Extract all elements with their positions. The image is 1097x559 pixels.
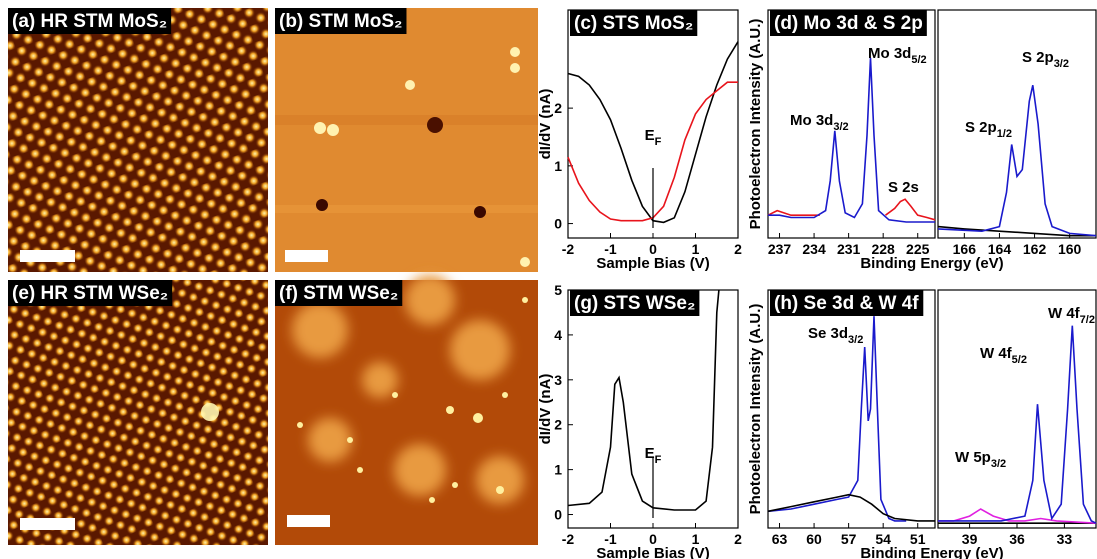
label-subscript: 7/2 — [1080, 314, 1095, 326]
x-tick-label: -2 — [562, 531, 575, 547]
panel-title: (h) Se 3d & W 4f — [774, 293, 919, 314]
label-subscript: 3/2 — [1054, 58, 1069, 70]
label-subscript: F — [655, 136, 662, 148]
x-tick-label: 160 — [1058, 241, 1082, 257]
y-axis-label: Photoelectron Intensity (A.U.) — [747, 304, 764, 515]
panel-title: (a) HR STM MoS₂ — [12, 11, 167, 32]
x-axis-label: Sample Bias (V) — [596, 545, 709, 559]
label-subscript: 5/2 — [1012, 354, 1027, 366]
panel-title: (e) HR STM WSe₂ — [12, 283, 168, 304]
x-tick-label: 57 — [841, 531, 857, 547]
panel-label: (h) Se 3d & W 4f — [770, 290, 923, 316]
stm-image-b — [275, 8, 538, 272]
x-tick-label: 2 — [734, 531, 742, 547]
panel-title: (b) STM MoS₂ — [279, 11, 402, 32]
panel-title: (f) STM WSe₂ — [279, 283, 398, 304]
stm-image-a — [8, 8, 268, 272]
label-text: W 4f — [1048, 305, 1081, 322]
x-tick-label: 63 — [772, 531, 788, 547]
panel-title: (c) STS MoS₂ — [574, 13, 693, 34]
label-subscript: 3/2 — [833, 121, 848, 133]
label-text: W 5p — [955, 449, 991, 466]
y-tick-label: 1 — [554, 158, 562, 174]
x-axis-label: Binding Energy (eV) — [860, 255, 1003, 272]
x-tick-label: 231 — [837, 241, 861, 257]
x-tick-label: 2 — [734, 241, 742, 257]
label-text: Mo 3d — [868, 45, 911, 62]
x-tick-label: 60 — [806, 531, 822, 547]
label-subscript: 3/2 — [991, 458, 1006, 470]
label-subscript: 5/2 — [911, 54, 926, 66]
x-tick-label: 36 — [1009, 531, 1025, 547]
panel-label: (d) Mo 3d & S 2p — [770, 10, 927, 36]
y-tick-label: 2 — [554, 417, 562, 433]
x-axis-label: Sample Bias (V) — [596, 255, 709, 272]
x-tick-label: 234 — [802, 241, 826, 257]
x-tick-label: -2 — [562, 241, 575, 257]
x-tick-label: 162 — [1023, 241, 1047, 257]
label-subscript: 3/2 — [848, 334, 863, 346]
label-subscript: 1/2 — [997, 128, 1012, 140]
x-axis-label: Binding Energy (eV) — [860, 545, 1003, 559]
y-axis-label: Photoelectron Intensity (A.U.) — [747, 19, 764, 230]
label-text: W 4f — [980, 345, 1013, 362]
label-subscript: F — [655, 454, 662, 466]
stm-image-f — [275, 275, 538, 545]
x-tick-label: 33 — [1057, 531, 1073, 547]
label-text: E — [645, 445, 655, 462]
y-tick-label: 3 — [554, 372, 562, 388]
panel-label: (f) STM WSe₂ — [275, 280, 402, 306]
panel-title: (g) STS WSe₂ — [574, 293, 695, 314]
label-text: S 2s — [888, 179, 919, 196]
label-text: E — [645, 127, 655, 144]
label-text: S 2p — [965, 119, 997, 136]
peak-label: S 2s — [888, 179, 919, 196]
panel-label: (e) HR STM WSe₂ — [8, 280, 172, 306]
y-tick-label: 0 — [554, 216, 562, 232]
label-text: Mo 3d — [790, 112, 833, 129]
panel-label: (a) HR STM MoS₂ — [8, 8, 171, 34]
stm-image-e — [8, 280, 268, 545]
panel-label: (g) STS WSe₂ — [570, 290, 699, 316]
label-text: Se 3d — [808, 325, 848, 342]
y-axis-label: dI/dV (nA) — [537, 374, 554, 445]
y-tick-label: 0 — [554, 507, 562, 523]
figure: (a) HR STM MoS₂ (b) STM MoS₂ (e) HR STM WS… — [0, 0, 1097, 559]
y-axis-label: dI/dV (nA) — [537, 89, 554, 160]
y-tick-label: 5 — [554, 282, 562, 298]
label-text: S 2p — [1022, 49, 1054, 66]
panel-label: (b) STM MoS₂ — [275, 8, 406, 34]
x-tick-label: 237 — [768, 241, 792, 257]
y-tick-label: 1 — [554, 462, 562, 478]
panel-title: (d) Mo 3d & S 2p — [774, 13, 923, 34]
panel-label: (c) STS MoS₂ — [570, 10, 697, 36]
y-tick-label: 2 — [554, 100, 562, 116]
y-tick-label: 4 — [554, 327, 562, 343]
